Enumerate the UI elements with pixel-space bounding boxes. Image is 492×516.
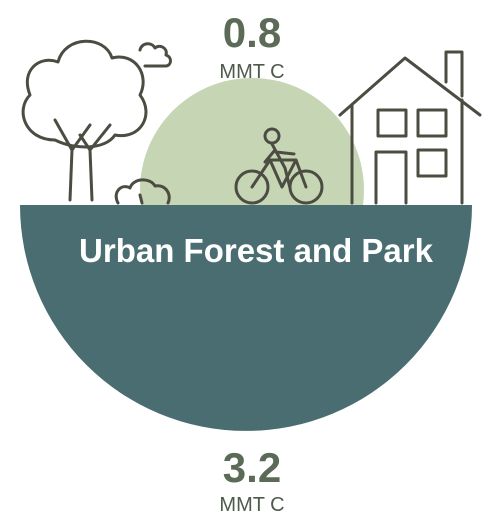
title: Urban Forest and Park bbox=[79, 232, 434, 269]
bottom-unit: MMT C bbox=[219, 494, 284, 516]
top-unit: MMT C bbox=[219, 61, 284, 83]
bottom-value: 3.2 bbox=[223, 444, 281, 491]
top-value: 0.8 bbox=[223, 9, 281, 56]
infographic: 0.8 MMT C Urban Forest and Park 3.2 MMT … bbox=[0, 0, 492, 516]
